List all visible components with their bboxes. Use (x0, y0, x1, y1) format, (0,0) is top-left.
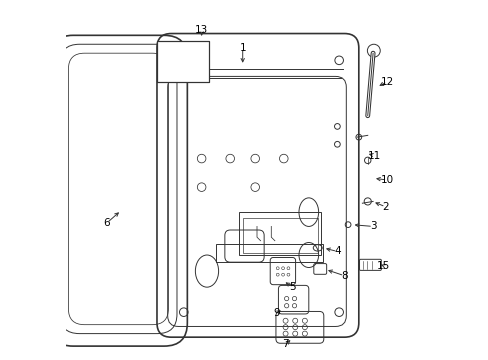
Text: 2: 2 (382, 202, 388, 212)
Text: 4: 4 (333, 247, 340, 256)
Text: 11: 11 (367, 151, 381, 161)
Text: 14: 14 (157, 45, 170, 55)
Text: 1: 1 (239, 43, 245, 53)
Bar (239, 212, 321, 255)
Text: 5: 5 (289, 282, 295, 292)
Bar (216, 244, 323, 262)
Bar (242, 217, 317, 253)
Text: 7: 7 (282, 339, 288, 349)
Text: 8: 8 (341, 271, 347, 281)
Text: 10: 10 (380, 175, 393, 185)
Text: 12: 12 (380, 77, 393, 87)
Text: 13: 13 (195, 25, 208, 35)
Text: 3: 3 (369, 221, 376, 231)
Text: 6: 6 (103, 218, 110, 228)
Text: 9: 9 (273, 308, 280, 318)
Text: 15: 15 (376, 261, 389, 271)
Bar (157, 41, 208, 82)
Bar (157, 41, 208, 82)
